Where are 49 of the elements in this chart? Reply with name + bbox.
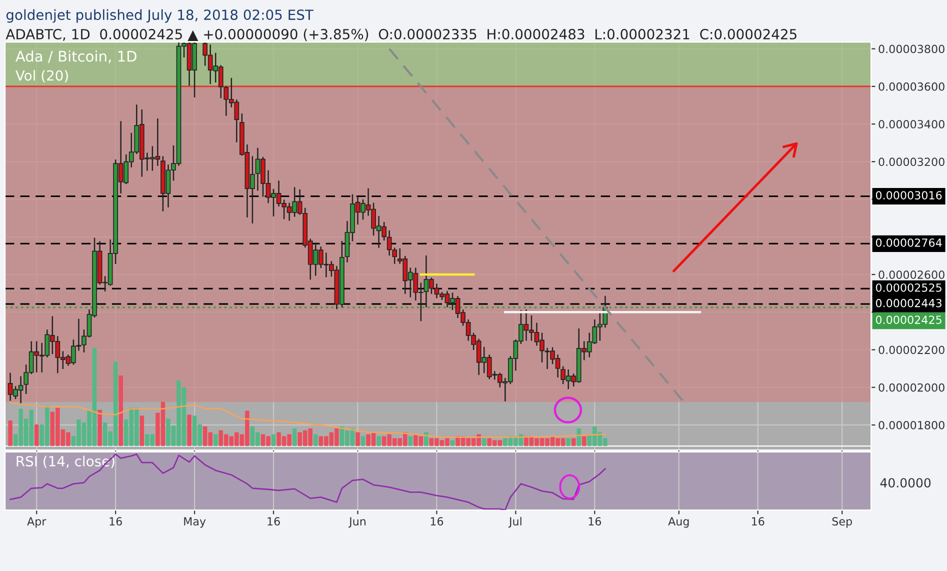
ref-line-label: 0.00002764 (876, 238, 942, 247)
y-tick-label: 0.00003200 (878, 158, 944, 166)
ref-line-label: 0.00003016 (876, 191, 942, 200)
chart-title: goldenjet published July 18, 2018 02:05 EST (6, 9, 314, 23)
x-tick-label: Aug (668, 517, 689, 528)
bar (356, 432, 360, 446)
y-tick-label: 0.00001800 (878, 420, 944, 430)
bar (187, 414, 192, 446)
x-tick-label: Apr (27, 517, 46, 528)
y-tick-label: 0.00003800 (878, 44, 944, 54)
bar (450, 440, 455, 446)
x-tick-label: May (184, 517, 206, 528)
annotation: Ada / Bitcoin, 1D (16, 50, 136, 64)
chart-title: Vol (20) (16, 70, 68, 82)
y-tick-label: 0.00002200 (878, 346, 944, 354)
y-tick-label: 0.00002000 (878, 383, 944, 392)
bar (376, 436, 381, 446)
y-tick-label: 0.00002600 (878, 270, 944, 279)
ref-line-label: 0.00002425 (876, 316, 942, 324)
y-tick-label: 0.00003600 (878, 82, 944, 91)
x-tick-label: 16 (752, 517, 764, 526)
bar (582, 436, 586, 446)
bar (140, 416, 144, 446)
bar (408, 436, 412, 446)
bar (271, 434, 276, 446)
bar (360, 436, 366, 446)
ref-line-label: 0.00002443 (876, 298, 942, 308)
bar (571, 438, 576, 446)
bar (566, 438, 570, 446)
bar (292, 428, 297, 446)
bar (34, 424, 39, 446)
x-tick-label: 16 (588, 517, 602, 526)
text: 40.0000 (880, 478, 931, 488)
bar (8, 420, 12, 446)
bar (314, 434, 318, 446)
bar (482, 438, 486, 446)
bar (98, 410, 102, 446)
x-tick-label: 16 (430, 517, 444, 526)
x-tick-label: Jul (508, 516, 522, 528)
chart-subtitle: ADABTC, 1D 0.00002425 ▲ +0.00000090 (+3.85%) O:0.00002335 H:0.00002483 L:0.00002321 C:0.00002425 (6, 28, 796, 42)
ref-line-label: 0.00002525 (876, 283, 942, 292)
x-tick-label: Sep (832, 517, 852, 528)
x-tick-label: Jun (348, 517, 366, 528)
x-tick-label: 16 (110, 517, 122, 526)
y-tick-label: 0.00003400 (878, 120, 944, 128)
bar (424, 432, 428, 446)
x-tick-label: 16 (268, 517, 280, 526)
bar (118, 375, 123, 446)
bar (214, 434, 218, 446)
